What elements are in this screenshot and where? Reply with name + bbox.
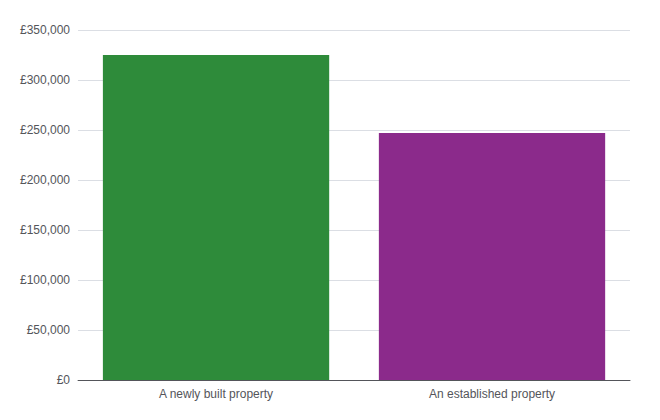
- svg-text:An established property: An established property: [429, 387, 555, 401]
- svg-text:A newly built property: A newly built property: [159, 387, 273, 401]
- svg-text:£0: £0: [57, 373, 71, 387]
- svg-text:£250,000: £250,000: [20, 123, 70, 137]
- svg-text:£200,000: £200,000: [20, 173, 70, 187]
- svg-text:£100,000: £100,000: [20, 273, 70, 287]
- svg-text:£150,000: £150,000: [20, 223, 70, 237]
- svg-text:£50,000: £50,000: [27, 323, 71, 337]
- svg-text:£350,000: £350,000: [20, 23, 70, 37]
- svg-text:£300,000: £300,000: [20, 73, 70, 87]
